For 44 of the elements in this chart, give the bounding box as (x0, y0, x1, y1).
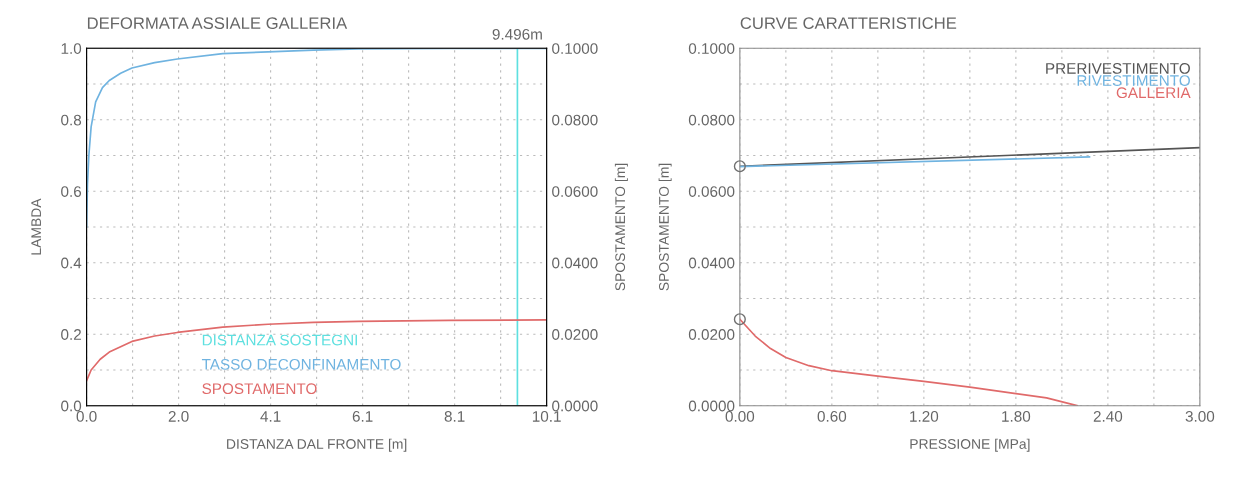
y-tick-label: 0.8 (61, 114, 82, 126)
chart-title: DEFORMATA ASSIALE GALLERIA (87, 17, 348, 30)
y2-tick-label: 0.0000 (552, 400, 598, 412)
y-axis-title: SPOSTAMENTO [m] (658, 163, 672, 291)
x-axis-title: DISTANZA DAL FRONTE [m] (227, 438, 407, 452)
x-tick-label: 0.00 (725, 410, 755, 422)
text: TASSO DECONFINAMENTO (201, 358, 401, 370)
y-tick-label: 0.0 (61, 400, 82, 412)
y-tick-label: 0.0800 (688, 114, 735, 126)
x-axis-title: PRESSIONE [MPa] (910, 438, 1030, 452)
x-tick-label: 3.00 (1185, 410, 1215, 422)
y-tick-label: 0.1000 (688, 43, 735, 54)
text: PRERIVESTIMENTO (1046, 63, 1190, 74)
y-tick-label: 0.2 (61, 329, 81, 340)
x-tick-label: 6.1 (352, 410, 373, 422)
ref-line-label: DISTANZA SOSTEGNI (202, 334, 357, 346)
text: RIVESTIMENTO (1077, 75, 1190, 86)
y-axis-title: LAMBDA (31, 198, 41, 255)
y-tick-label: 1.0 (61, 43, 82, 54)
y2-tick-label: 0.0200 (552, 329, 598, 340)
y-tick-label: 0.6 (61, 186, 82, 197)
y-tick-label: 0.4 (61, 257, 82, 269)
x-tick-label: 10.1 (532, 410, 561, 422)
text: SPOSTAMENTO (202, 383, 317, 395)
chart-title: CURVE CARATTERISTICHE (740, 17, 957, 30)
annotation: 9.496m (492, 28, 542, 40)
y2-tick-label: 0.0600 (552, 186, 598, 197)
x-tick-label: 2.40 (1093, 410, 1123, 422)
x-tick-label: 2.0 (168, 410, 189, 422)
x-tick-label: 1.80 (1002, 410, 1031, 422)
x-tick-label: 0.0 (76, 410, 97, 422)
y-tick-label: 0.0600 (688, 186, 735, 197)
y-tick-label: 0.0000 (688, 400, 735, 412)
y2-tick-label: 0.0800 (552, 114, 598, 126)
y2-tick-label: 0.1000 (552, 43, 598, 54)
y-tick-label: 0.0200 (688, 329, 735, 340)
y-tick-label: 0.0400 (688, 257, 735, 269)
x-tick-label: 0.60 (817, 410, 847, 422)
x-tick-label: 4.1 (260, 411, 281, 422)
y2-axis-title: SPOSTAMENTO [m] (614, 163, 628, 291)
x-tick-label: 1.20 (910, 410, 939, 422)
y2-tick-label: 0.0400 (552, 257, 598, 269)
text: GALLERIA (1116, 87, 1191, 99)
x-tick-label: 8.1 (444, 410, 465, 422)
